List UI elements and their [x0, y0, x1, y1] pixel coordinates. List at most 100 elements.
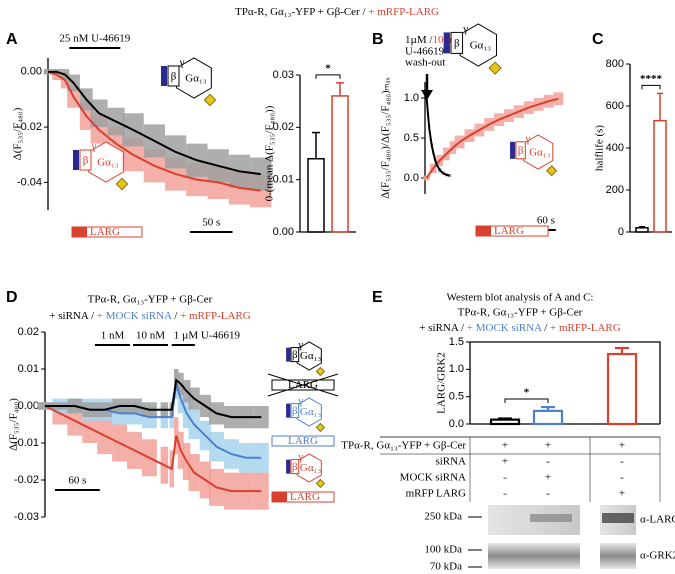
chart-subtitle-part: + siRNA /	[419, 322, 466, 334]
y-tick-label: 0.01	[18, 363, 39, 375]
data-line	[48, 70, 261, 176]
scale-bar-label: 60 s	[537, 215, 555, 227]
panel-label: E	[372, 289, 383, 306]
y-tick-label: -0.02	[14, 474, 39, 486]
icon-yfp	[315, 478, 326, 489]
plot-frame	[470, 341, 661, 424]
table-cell: +	[545, 472, 551, 484]
icon-beta: β	[171, 71, 177, 83]
y-tick-label: 0.02	[18, 326, 39, 338]
table-cell: +	[502, 456, 508, 468]
data-line	[425, 97, 450, 177]
construct-label: LARG	[290, 491, 320, 503]
blot-image	[488, 543, 580, 569]
icon-beta-box	[79, 149, 92, 171]
y-tick-label: 200	[606, 184, 624, 196]
y-tick-label: 1.0	[449, 363, 464, 375]
blot-image	[600, 543, 636, 569]
y-axis-label: Δ(F₅₃₅/F₄₈₀)	[8, 398, 20, 451]
table-cell: -	[546, 456, 550, 468]
data-line	[47, 70, 261, 192]
y-tick-label: 0.02	[273, 121, 294, 133]
icon-gamma: γ	[297, 339, 303, 351]
table-cell: -	[620, 456, 624, 468]
table-row-label: mRFP LARG	[406, 488, 466, 500]
chart-subtitle: + siRNA / + MOCK siRNA / + mRFP-LARG	[49, 310, 250, 322]
icon-galpha: Gα₁₃	[300, 462, 322, 474]
scale-bar-label: 50 s	[202, 217, 220, 229]
icon-gamma: γ	[462, 23, 468, 35]
icon-beta: β	[292, 461, 298, 473]
construct-box	[271, 435, 335, 447]
icon-beta: β	[292, 349, 298, 361]
blot-band	[602, 513, 634, 523]
blot-marker: 70 kDa	[430, 561, 462, 573]
icon-beta-box	[290, 347, 300, 363]
figure-title: TPα-R, Gα₁₃-YFP + Gβ-Cer / + mRFP-LARG	[235, 6, 439, 18]
construct-tag	[272, 492, 287, 502]
y-axis-label: Δ(F₅₃₅/F₄₈₀)/Δ(F₅₃₅/F₄₈₀)ₘₐₓ	[380, 76, 392, 198]
y-tick-label: 0.0	[404, 172, 419, 184]
icon-galpha: Gα₁₃	[470, 40, 492, 52]
significance-bracket	[641, 84, 661, 90]
chart-subtitle-part: + siRNA /	[49, 310, 96, 322]
arrow-head	[421, 90, 433, 100]
construct-tag	[476, 226, 491, 236]
table-cell: +	[502, 440, 508, 452]
figure-title-part: + mRFP-LARG	[368, 6, 439, 18]
icon-gamma-anchor	[286, 347, 291, 362]
chart-subtitle-part: + MOCK siRNA	[97, 310, 172, 322]
y-tick-label: 800	[606, 58, 624, 70]
y-tick-label: 1.5	[449, 336, 464, 348]
y-axis-label: LARG/GRK2	[436, 352, 448, 414]
blot-marker: 250 kDa	[424, 511, 462, 523]
panel-label: D	[6, 289, 18, 306]
blot-antibody: α-LARG	[640, 514, 675, 526]
significance-label: ****	[640, 73, 663, 85]
icon-beta: β	[518, 145, 524, 157]
icon-gamma: γ	[524, 133, 530, 145]
y-tick-label: 0.01	[273, 174, 294, 186]
icon-gamma-anchor	[286, 403, 291, 418]
icon-gamma-anchor	[73, 150, 79, 170]
icon-yfp	[203, 93, 217, 107]
icon-yfp	[546, 165, 558, 177]
icon-gamma-anchor	[443, 32, 450, 54]
icon-beta: β	[454, 37, 460, 49]
blot-band	[530, 514, 572, 522]
table-row-label: MOCK siRNA	[400, 472, 466, 484]
stimulus-label: 1 nM	[101, 330, 125, 342]
icon-gamma: γ	[91, 141, 97, 153]
y-tick-label: -0.01	[14, 437, 39, 449]
y-tick-label: 1.0	[404, 92, 419, 104]
icon-gamma-anchor	[286, 459, 291, 474]
chart-title: TPα-R, Gα₁₃-YFP + Gβ-Cer	[88, 294, 213, 306]
significance-label: *	[325, 62, 331, 74]
chart-subtitle-part: + mRFP-LARG	[180, 310, 251, 322]
table-cell: -	[503, 488, 507, 500]
stimulus-label: 25 nM U-46619	[59, 33, 130, 45]
data-line	[45, 378, 262, 419]
table-cell: +	[619, 440, 625, 452]
construct-label: LARG	[90, 226, 120, 238]
y-tick-label: 0.03	[273, 69, 294, 81]
icon-beta-box	[290, 403, 300, 419]
icon-galpha: Gα₁₃	[300, 350, 322, 362]
construct-label: LARG	[494, 225, 524, 237]
data-line	[44, 405, 262, 493]
panel-label: A	[6, 31, 18, 48]
y-tick-label: 0	[618, 226, 624, 238]
chart-subtitle: + siRNA / + MOCK siRNA / + mRFP-LARG	[419, 322, 620, 334]
blot-marker: 100 kDa	[424, 544, 462, 556]
chart-title: Western blot analysis of A and C:	[447, 292, 594, 304]
y-tick-label: 0.00	[21, 66, 42, 78]
icon-beta-box	[290, 459, 300, 475]
icon-gamma: γ	[297, 395, 303, 407]
scale-bar-label: 60 s	[68, 475, 86, 487]
data-line	[425, 97, 559, 179]
annotation: U-46619	[405, 46, 445, 58]
y-tick-label: 400	[606, 142, 624, 154]
y-tick-label: 0.5	[449, 391, 464, 403]
y-axis-label: Δ(F₅₃₅/F₄₈₀)	[12, 107, 24, 160]
